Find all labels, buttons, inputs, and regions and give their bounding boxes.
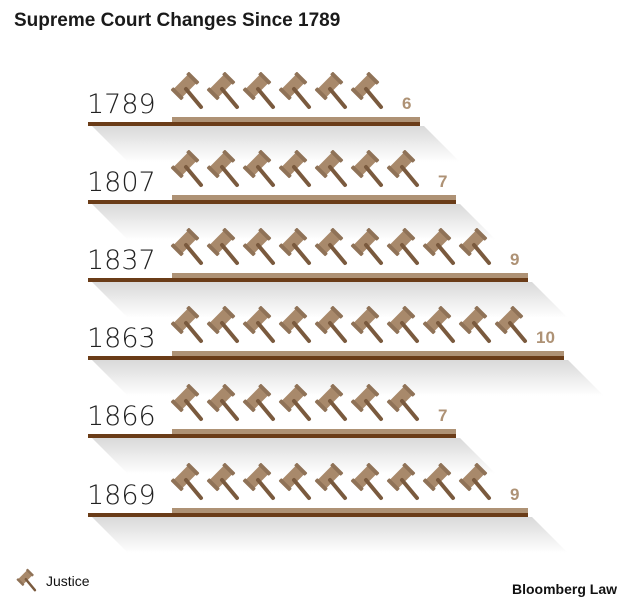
- gavel-icon: [170, 150, 203, 187]
- bar-base: [88, 122, 420, 126]
- gavel-icon: [458, 306, 491, 343]
- gavel-icon: [350, 384, 383, 421]
- gavel-icon: [242, 150, 275, 187]
- gavel-icon: [494, 306, 527, 343]
- gavel-icon: [242, 384, 275, 421]
- gavel-icon: [350, 228, 383, 265]
- year-label: 1866: [87, 401, 156, 432]
- gavel-icon: [170, 72, 203, 109]
- row-1837: 1837 9: [0, 216, 633, 318]
- value-label: 9: [510, 250, 520, 269]
- gavel-icon: [314, 228, 347, 265]
- row-1869: 1869 9: [0, 451, 633, 553]
- bar: [172, 351, 564, 356]
- year-label: 1869: [87, 480, 156, 511]
- row-1863: 1863 10: [0, 294, 633, 396]
- gavel-icon: [206, 306, 239, 343]
- value-label: 7: [438, 406, 448, 425]
- value-label: 7: [438, 172, 448, 191]
- gavel-icon: [278, 72, 311, 109]
- value-label: 10: [536, 328, 555, 347]
- value-label: 6: [402, 94, 412, 113]
- bar-base: [88, 434, 456, 438]
- bar-shadow: [92, 517, 568, 553]
- gavel-icon: [242, 228, 275, 265]
- gavel-icon: [350, 306, 383, 343]
- row-1866: 1866 7: [0, 372, 633, 474]
- year-label: 1807: [87, 167, 156, 198]
- gavel-icon: [16, 568, 37, 592]
- gavel-icon: [350, 72, 383, 109]
- gavel-icon: [422, 228, 455, 265]
- gavel-icon: [386, 306, 419, 343]
- bar-base: [88, 513, 528, 517]
- gavel-icon: [386, 463, 419, 500]
- gavel-icon: [242, 463, 275, 500]
- gavel-icon: [242, 72, 275, 109]
- gavel-icon: [206, 463, 239, 500]
- gavel-icon: [170, 384, 203, 421]
- gavel-icon: [314, 72, 347, 109]
- gavel-icon: [170, 306, 203, 343]
- gavel-icon: [458, 228, 491, 265]
- gavel-icon: [386, 384, 419, 421]
- gavel-icon: [422, 306, 455, 343]
- gavel-icon: [386, 228, 419, 265]
- bar: [172, 508, 528, 513]
- gavel-icon: [278, 150, 311, 187]
- gavel-icon: [206, 150, 239, 187]
- row-1789: 1789 6: [0, 60, 633, 162]
- gavel-icon: [458, 463, 491, 500]
- bar: [172, 429, 456, 434]
- gavel-icon: [278, 463, 311, 500]
- gavel-icon: [314, 384, 347, 421]
- bar: [172, 273, 528, 278]
- gavel-icon: [314, 463, 347, 500]
- gavel-icon: [206, 384, 239, 421]
- gavel-icon: [350, 463, 383, 500]
- gavel-icon: [422, 463, 455, 500]
- gavel-icon: [170, 228, 203, 265]
- chart-title: Supreme Court Changes Since 1789: [14, 10, 341, 31]
- bar: [172, 195, 456, 200]
- year-label: 1789: [87, 89, 156, 120]
- year-label: 1863: [87, 323, 156, 354]
- bar-base: [88, 278, 528, 282]
- brand-logo: Bloomberg Law: [511, 581, 617, 597]
- bar-base: [88, 200, 456, 204]
- gavel-icon: [278, 384, 311, 421]
- year-label: 1837: [87, 245, 156, 276]
- gavel-icon: [278, 306, 311, 343]
- gavel-icon: [206, 228, 239, 265]
- gavel-icon: [242, 306, 275, 343]
- legend-label: Justice: [46, 573, 90, 589]
- gavel-icon: [350, 150, 383, 187]
- value-label: 9: [510, 485, 520, 504]
- gavel-icon: [206, 72, 239, 109]
- gavel-icon: [314, 306, 347, 343]
- row-1807: 1807 7: [0, 138, 633, 240]
- gavel-icon: [314, 150, 347, 187]
- gavel-icon: [278, 228, 311, 265]
- bar-base: [88, 356, 564, 360]
- gavel-icon: [170, 463, 203, 500]
- legend: Justice: [16, 568, 90, 594]
- gavel-icon: [386, 150, 419, 187]
- bar: [172, 117, 420, 122]
